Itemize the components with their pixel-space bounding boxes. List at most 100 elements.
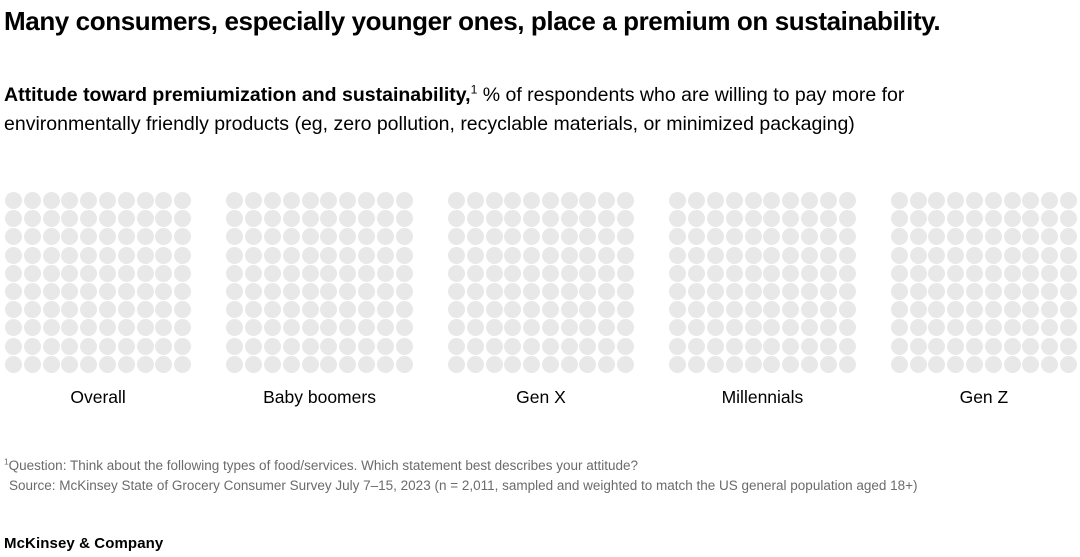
waffle-group-gen-x: Gen X <box>447 192 635 408</box>
waffle-dot <box>763 264 781 282</box>
waffle-dot <box>174 228 192 246</box>
waffle-dot <box>504 228 522 246</box>
waffle-dot <box>136 264 154 282</box>
waffle-dot <box>155 319 173 337</box>
waffle-dot <box>523 192 541 209</box>
waffle-category-label: Millennials <box>721 386 804 407</box>
waffle-dot <box>782 319 800 337</box>
waffle-dot <box>485 246 503 264</box>
waffle-dot <box>744 228 762 246</box>
waffle-dot <box>23 228 41 246</box>
waffle-dot <box>245 319 263 337</box>
waffle-dot <box>5 210 22 228</box>
waffle-dot <box>447 210 465 228</box>
waffle-dot <box>1003 282 1021 300</box>
waffle-dot <box>560 246 578 264</box>
waffle-dot <box>376 337 394 355</box>
waffle-dot <box>61 301 79 319</box>
waffle-dot <box>890 210 908 228</box>
waffle-dot <box>226 210 244 228</box>
waffle-dot <box>339 246 357 264</box>
waffle-dot <box>98 282 116 300</box>
waffle-dot <box>136 192 154 209</box>
waffle-dot <box>598 319 616 337</box>
waffle-dot <box>966 246 983 264</box>
waffle-dot <box>579 282 597 300</box>
waffle-dot <box>947 264 965 282</box>
waffle-dot <box>928 228 946 246</box>
waffle-dot <box>1041 319 1059 337</box>
waffle-dot <box>485 192 503 209</box>
waffle-dot <box>890 337 908 355</box>
waffle-dot <box>466 337 484 355</box>
waffle-dot <box>80 355 98 373</box>
waffle-dot <box>782 192 800 209</box>
waffle-dot <box>1059 301 1077 319</box>
waffle-dot <box>928 319 946 337</box>
waffle-dot <box>909 282 927 300</box>
waffle-dot <box>725 282 743 300</box>
waffle-dot <box>560 355 578 373</box>
waffle-dot <box>744 210 762 228</box>
waffle-dot <box>579 355 597 373</box>
waffle-dot <box>61 319 79 337</box>
waffle-dot <box>117 337 135 355</box>
waffle-grid <box>890 192 1077 373</box>
chart-subtitle-rest: % of respondents who are willing to pay … <box>4 84 905 135</box>
waffle-dot <box>928 282 946 300</box>
waffle-dot <box>541 282 559 300</box>
waffle-dot <box>245 192 263 209</box>
waffle-dot <box>890 319 908 337</box>
waffle-dot <box>560 210 578 228</box>
waffle-dot <box>485 355 503 373</box>
waffle-dot <box>155 337 173 355</box>
waffle-dot <box>42 264 60 282</box>
waffle-dot <box>466 264 484 282</box>
waffle-dot <box>136 228 154 246</box>
waffle-dot <box>819 210 837 228</box>
waffle-dot <box>245 301 263 319</box>
waffle-dot <box>838 282 856 300</box>
footnote-question-text: Question: Think about the following type… <box>8 458 638 473</box>
waffle-dot <box>301 246 319 264</box>
waffle-dot <box>395 210 413 228</box>
waffle-dot <box>264 264 282 282</box>
waffle-dot <box>909 337 927 355</box>
waffle-dot <box>598 246 616 264</box>
waffle-dot <box>1041 228 1059 246</box>
waffle-dot <box>245 210 263 228</box>
waffle-dot <box>80 264 98 282</box>
waffle-dot <box>523 264 541 282</box>
waffle-dot <box>320 210 338 228</box>
waffle-dot <box>984 282 1002 300</box>
waffle-dot <box>800 319 818 337</box>
waffle-dot <box>706 246 724 264</box>
waffle-dot <box>819 337 837 355</box>
waffle-dot <box>1041 301 1059 319</box>
waffle-dot <box>466 355 484 373</box>
waffle-dot <box>80 246 98 264</box>
waffle-dot <box>928 246 946 264</box>
waffle-dot <box>744 246 762 264</box>
waffle-dot <box>541 337 559 355</box>
waffle-dot <box>61 355 79 373</box>
waffle-dot <box>339 192 357 209</box>
waffle-dot <box>245 264 263 282</box>
waffle-dot <box>725 337 743 355</box>
waffle-group-overall: Overall <box>5 192 192 408</box>
waffle-dot <box>782 337 800 355</box>
waffle-dot <box>485 210 503 228</box>
waffle-dot <box>447 282 465 300</box>
waffle-dot <box>617 301 635 319</box>
waffle-dot <box>23 319 41 337</box>
waffle-dot <box>447 337 465 355</box>
waffle-dot <box>98 355 116 373</box>
waffle-dot <box>466 319 484 337</box>
waffle-dot <box>688 264 706 282</box>
waffle-dot <box>282 319 300 337</box>
waffle-dot <box>617 228 635 246</box>
waffle-dot <box>98 192 116 209</box>
waffle-dot <box>523 228 541 246</box>
waffle-dot <box>136 301 154 319</box>
waffle-dot <box>688 355 706 373</box>
